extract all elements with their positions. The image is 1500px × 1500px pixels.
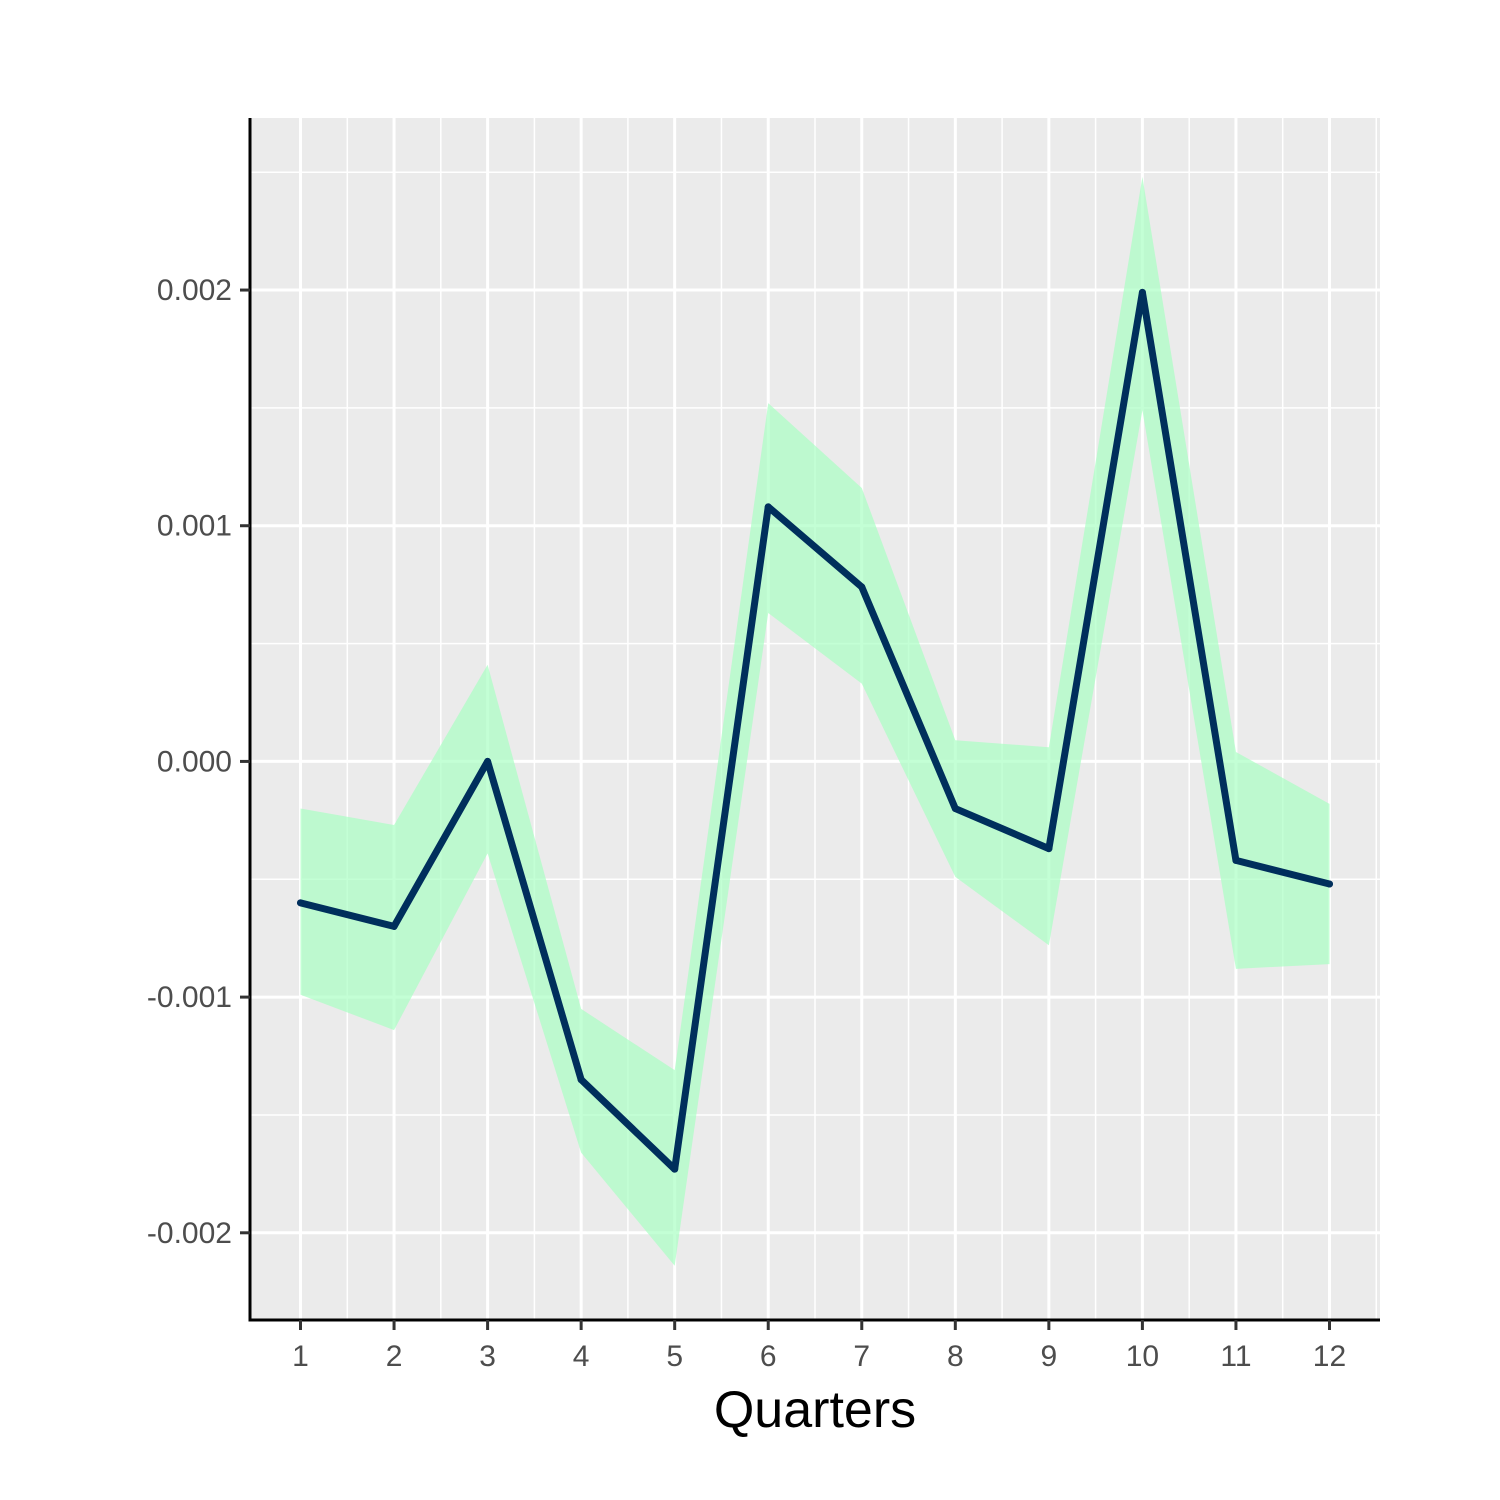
y-tick-label: 0.000 xyxy=(157,745,232,778)
x-axis-ticks: 1 2 3 4 5 6 7 8 9 10 11 12 xyxy=(292,1320,1346,1373)
data-point xyxy=(764,503,772,511)
series-line-0 xyxy=(297,288,1333,1173)
data-point xyxy=(1138,288,1146,296)
data-point xyxy=(858,583,866,591)
data-point xyxy=(1325,880,1333,888)
data-point xyxy=(951,805,959,813)
y-tick-label: -0.002 xyxy=(147,1217,232,1250)
x-tick-label: 10 xyxy=(1126,1340,1159,1373)
y-axis-ticks: -0.002 -0.001 0.000 0.001 0.002 xyxy=(147,274,250,1250)
y-tick-label: 0.002 xyxy=(157,274,232,307)
data-point xyxy=(671,1165,679,1173)
data-point xyxy=(1232,856,1240,864)
x-tick-label: 8 xyxy=(947,1340,964,1373)
x-tick-label: 4 xyxy=(573,1340,590,1373)
series-line-layer xyxy=(297,288,1333,1173)
x-tick-label: 2 xyxy=(386,1340,403,1373)
data-point xyxy=(484,757,492,765)
data-point xyxy=(1045,845,1053,853)
data-point xyxy=(577,1076,585,1084)
axes xyxy=(248,118,1380,1322)
y-tick-label: -0.001 xyxy=(147,981,232,1014)
x-tick-label: 6 xyxy=(760,1340,777,1373)
x-axis-title: Quarters xyxy=(714,1381,916,1439)
x-tick-label: 11 xyxy=(1220,1340,1251,1373)
x-tick-label: 5 xyxy=(666,1340,683,1373)
data-point xyxy=(390,922,398,930)
x-tick-label: 7 xyxy=(853,1340,870,1373)
x-tick-label: 1 xyxy=(292,1340,309,1373)
data-point xyxy=(297,899,305,907)
x-tick-label: 9 xyxy=(1041,1340,1058,1373)
x-tick-label: 12 xyxy=(1313,1340,1346,1373)
x-tick-label: 3 xyxy=(479,1340,496,1373)
y-tick-label: 0.001 xyxy=(157,510,232,543)
major-grid xyxy=(250,118,1380,1320)
